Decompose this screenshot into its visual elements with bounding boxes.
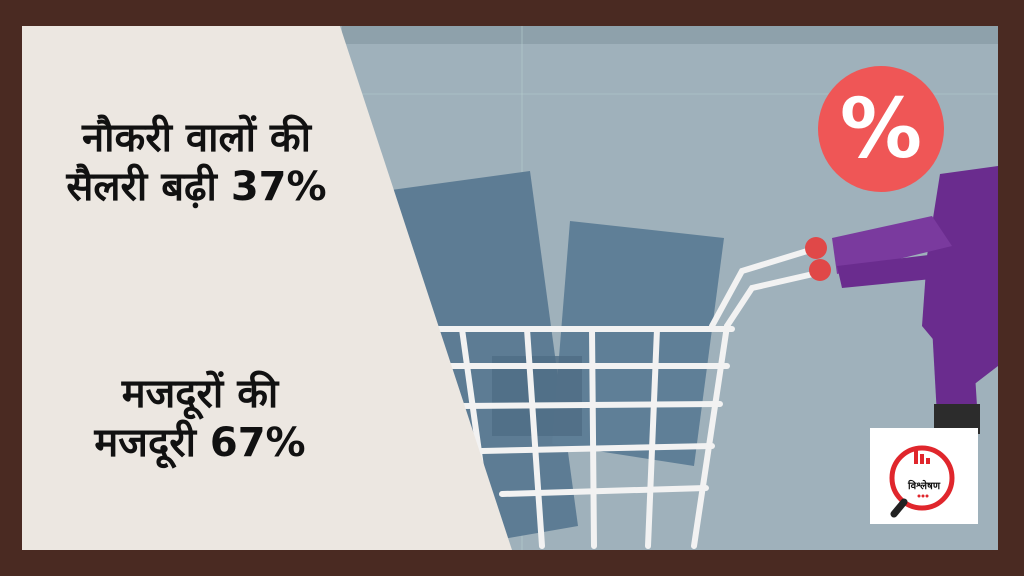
headline-panel bbox=[22, 26, 512, 550]
magnifier-icon bbox=[889, 445, 955, 518]
thumbnail-frame: % नौकरी वालों की सैलरी बढ़ी 37% मजदूरों … bbox=[22, 26, 998, 550]
brand-logo: विश्लेषण bbox=[870, 428, 978, 524]
percent-circle bbox=[818, 66, 944, 192]
headline-salary-line-1: नौकरी वालों की bbox=[81, 115, 311, 161]
percent-symbol: % bbox=[839, 81, 923, 177]
percent-head-figure bbox=[805, 66, 998, 434]
scene-top-band bbox=[342, 26, 998, 44]
brand-logo-text: विश्लेषण bbox=[908, 481, 941, 492]
headline-wages-line-1: मजदूरों की bbox=[121, 371, 279, 417]
headline-salary-line-2: सैलरी बढ़ी 37% bbox=[66, 163, 327, 210]
shopping-cart-icon bbox=[399, 245, 825, 549]
headline-wages: मजदूरों की मजदूरी 67% bbox=[70, 370, 330, 468]
background-scene bbox=[22, 26, 998, 550]
headline-salary: नौकरी वालों की सैलरी बढ़ी 37% bbox=[24, 114, 369, 212]
headline-wages-line-2: मजदूरी 67% bbox=[94, 419, 306, 466]
